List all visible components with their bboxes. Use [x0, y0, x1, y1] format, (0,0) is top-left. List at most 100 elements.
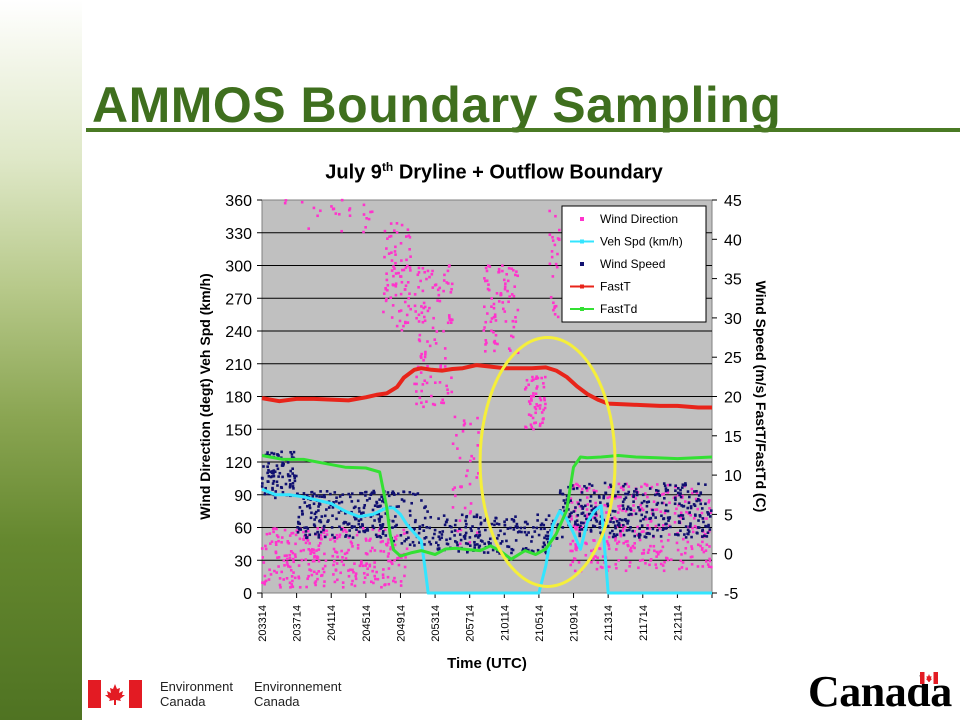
data-point	[484, 339, 488, 342]
data-point	[631, 544, 635, 548]
data-point	[709, 511, 712, 515]
data-point	[367, 217, 371, 221]
canada-flag-icon	[88, 680, 142, 708]
data-point	[477, 527, 480, 530]
data-point	[616, 490, 620, 494]
data-point	[393, 576, 396, 580]
data-point	[570, 501, 574, 504]
data-point	[285, 577, 289, 580]
data-point	[275, 527, 278, 531]
data-point	[499, 292, 503, 295]
data-point	[373, 561, 376, 564]
series-line-fastt	[261, 363, 712, 410]
data-point	[370, 580, 373, 584]
data-point	[436, 299, 439, 302]
data-point	[495, 522, 499, 526]
data-point	[348, 495, 352, 499]
data-point	[674, 533, 677, 536]
legend-marker-veh-spd-km-h-	[580, 239, 584, 244]
data-point	[633, 542, 636, 545]
data-point	[609, 485, 613, 488]
data-point	[337, 501, 341, 505]
data-point	[304, 541, 308, 545]
data-point	[516, 525, 519, 529]
legend-label-fastt: FastT	[600, 280, 631, 294]
data-point	[281, 475, 284, 479]
data-point	[704, 483, 707, 486]
legend-marker-wind-direction	[580, 217, 584, 221]
data-point	[446, 388, 449, 392]
left-tick-label: 270	[225, 291, 252, 308]
data-point	[285, 554, 288, 557]
data-point	[396, 492, 400, 496]
data-point	[648, 532, 651, 536]
data-point	[297, 564, 301, 567]
data-point	[648, 527, 651, 530]
data-point	[590, 549, 593, 553]
data-point	[493, 519, 496, 523]
data-point	[592, 489, 596, 492]
data-point	[508, 295, 511, 298]
data-point	[488, 265, 492, 268]
data-point	[705, 543, 709, 547]
data-point	[335, 551, 339, 554]
data-point	[409, 255, 412, 258]
data-point	[288, 553, 292, 557]
data-point	[462, 423, 466, 427]
data-point	[423, 506, 426, 510]
data-point	[297, 576, 301, 580]
data-point	[588, 482, 591, 486]
data-point	[602, 494, 606, 498]
data-point	[423, 537, 427, 540]
data-point	[611, 529, 614, 533]
data-point	[403, 565, 407, 569]
data-point	[370, 210, 374, 214]
data-point	[613, 496, 617, 500]
data-point	[574, 543, 577, 546]
data-point	[422, 358, 425, 362]
data-point	[325, 508, 328, 511]
data-point	[464, 525, 468, 529]
data-point	[440, 536, 443, 540]
data-point	[313, 492, 316, 496]
data-point	[419, 356, 423, 359]
data-point	[571, 549, 574, 553]
data-point	[594, 518, 598, 522]
data-point	[537, 533, 541, 537]
data-point	[541, 421, 544, 425]
data-point	[314, 580, 318, 583]
data-point	[689, 555, 693, 559]
data-point	[399, 534, 403, 537]
data-point	[317, 509, 320, 512]
data-point	[642, 548, 646, 552]
data-point	[536, 519, 539, 522]
data-point	[350, 583, 354, 586]
data-point	[486, 264, 490, 268]
data-point	[549, 295, 553, 299]
data-point	[333, 491, 337, 494]
data-point	[335, 496, 338, 500]
data-point	[525, 533, 529, 537]
data-point	[543, 398, 546, 402]
data-point	[434, 381, 437, 385]
data-point	[334, 550, 337, 554]
data-point	[451, 488, 455, 491]
data-point	[442, 289, 445, 293]
data-point	[420, 311, 424, 315]
data-point	[425, 525, 429, 529]
data-point	[347, 574, 351, 578]
data-point	[534, 392, 538, 396]
data-point	[292, 560, 295, 564]
data-point	[341, 585, 345, 589]
data-point	[314, 510, 318, 514]
data-point	[501, 301, 505, 304]
data-point	[523, 387, 527, 391]
data-point	[690, 535, 693, 539]
legend-box	[561, 205, 707, 323]
data-point	[307, 548, 311, 551]
data-point	[569, 563, 573, 567]
data-point	[489, 320, 493, 324]
data-point	[561, 526, 565, 529]
data-point	[705, 517, 708, 520]
data-point	[362, 511, 365, 515]
